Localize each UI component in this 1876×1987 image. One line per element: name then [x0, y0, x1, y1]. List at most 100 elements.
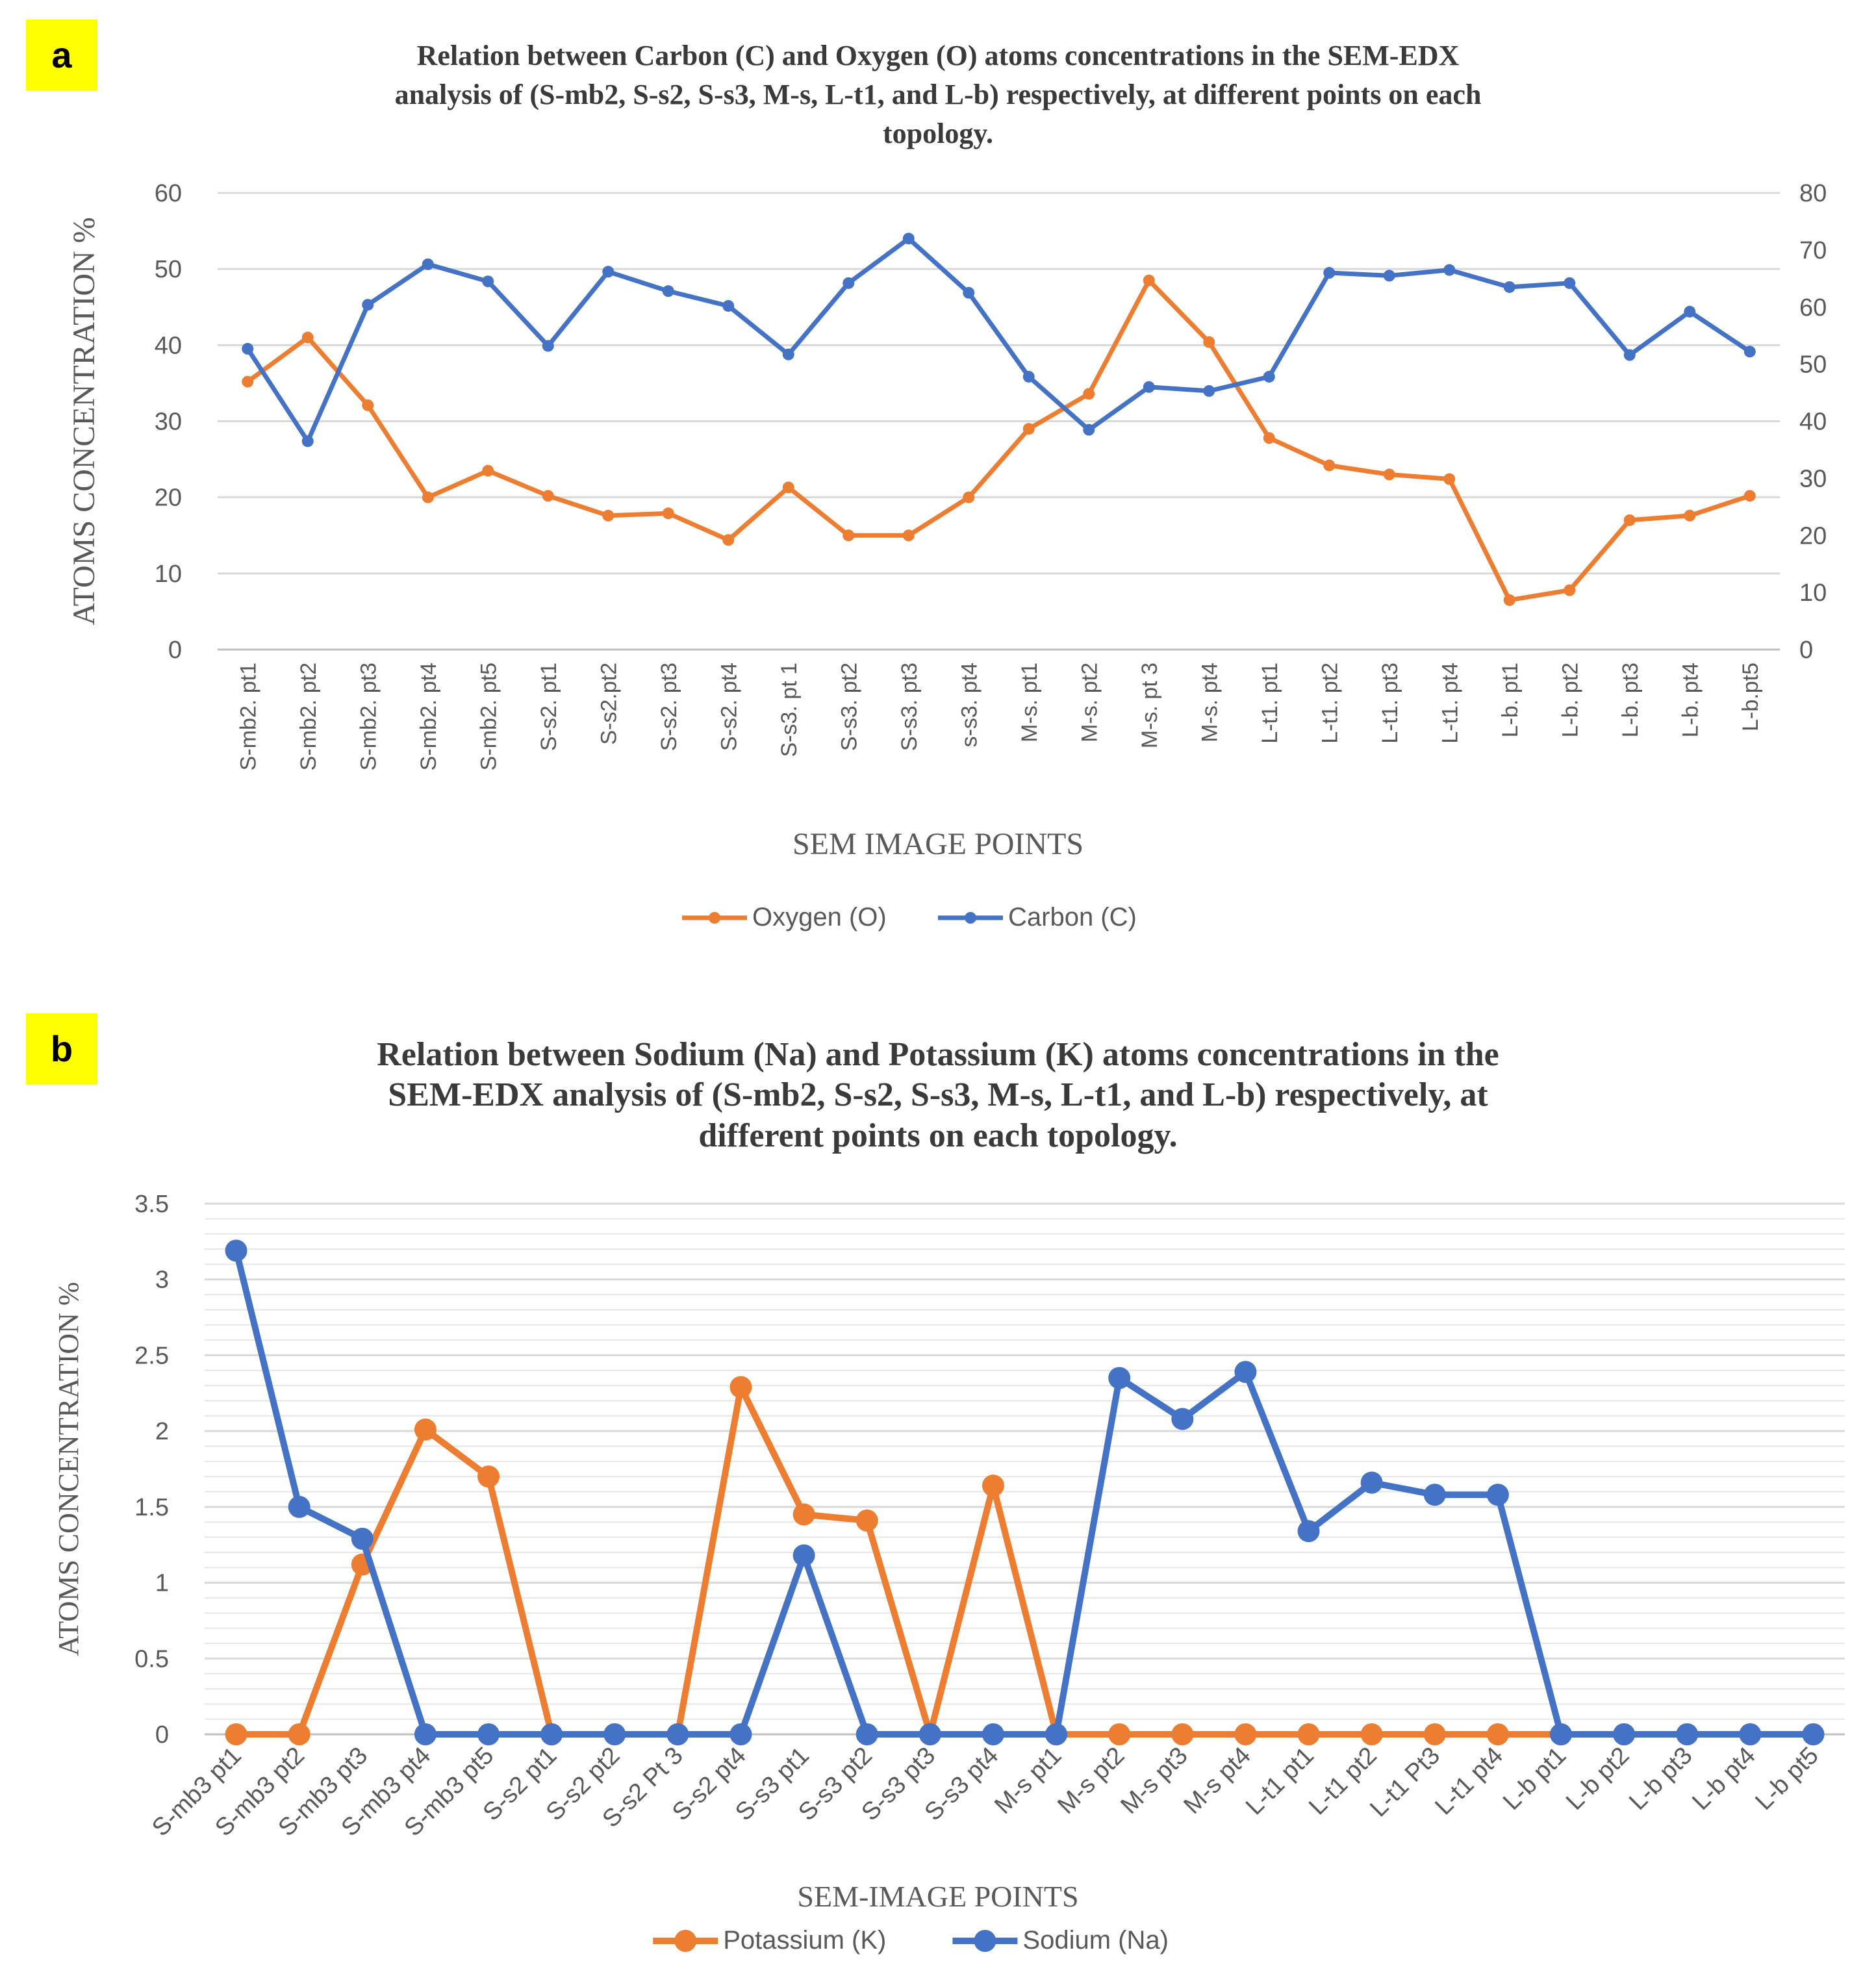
legend-entry: Oxygen (O)	[752, 903, 887, 931]
data-point	[919, 1723, 941, 1745]
data-point	[422, 491, 434, 503]
data-point	[1234, 1361, 1257, 1384]
data-point	[1564, 584, 1576, 596]
data-point	[1383, 270, 1395, 282]
x-tick-label: M-s pt3	[1115, 1742, 1193, 1819]
x-tick-label: s-s3. pt4	[957, 663, 982, 747]
x-tick-label: L-b pt5	[1750, 1742, 1823, 1816]
data-point	[1022, 370, 1035, 383]
y-axis-title: ATOMS CONCENTRATION %	[53, 1282, 84, 1656]
data-point	[729, 1376, 752, 1398]
data-point	[1623, 514, 1636, 526]
data-point	[1143, 274, 1155, 286]
data-point	[422, 258, 434, 270]
data-point	[1171, 1408, 1194, 1430]
data-point	[982, 1723, 1004, 1745]
y-tick-label: 0	[155, 1721, 169, 1749]
data-point	[242, 375, 254, 388]
data-point	[288, 1495, 311, 1518]
x-tick-label: L-b. pt3	[1618, 663, 1643, 737]
x-tick-label: S-mb2. pt4	[416, 663, 441, 770]
x-tick-label: M-s pt4	[1178, 1742, 1256, 1819]
x-tick-label: L-b pt3	[1624, 1742, 1697, 1816]
data-point	[1486, 1484, 1509, 1506]
x-tick-label: M-s. pt 3	[1137, 663, 1162, 748]
data-point	[477, 1465, 500, 1488]
data-point	[902, 529, 915, 542]
y-tick-label: 2.5	[134, 1342, 169, 1369]
series-line-oxygen-o	[246, 278, 1751, 603]
x-tick-label: L-b.pt5	[1738, 663, 1763, 731]
x-tick-label: M-s. pt2	[1077, 663, 1102, 742]
data-point	[666, 1723, 689, 1745]
data-point	[1743, 490, 1756, 502]
legend-entry: Potassium (K)	[723, 1926, 886, 1955]
data-point	[225, 1239, 247, 1262]
series-line-sodium-na	[233, 1250, 1814, 1738]
x-tick-label: L-t1 pt1	[1241, 1742, 1319, 1821]
y-tick-label: 20	[155, 485, 182, 512]
data-point	[1263, 370, 1275, 383]
x-tick-label: S-mb2. pt5	[476, 663, 501, 770]
data-point	[301, 435, 314, 448]
chart-title-line: SEM-EDX analysis of (S-mb2, S-s2, S-s3, …	[388, 1076, 1488, 1113]
data-point	[1423, 1723, 1446, 1745]
x-tick-label: S-s2. pt4	[716, 663, 741, 751]
y2-tick-label: 30	[1799, 465, 1827, 492]
y-axis-title: ATOMS CONCENTRATION %	[67, 217, 101, 625]
data-point	[856, 1723, 878, 1745]
x-tick-label: L-t1. pt4	[1438, 663, 1462, 744]
chart-title-line: topology.	[883, 118, 993, 149]
data-point	[542, 490, 554, 502]
data-point	[602, 266, 615, 278]
data-point	[792, 1544, 815, 1567]
x-tick-label: M-s. pt4	[1197, 663, 1222, 742]
x-tick-label: S-s2. pt1	[537, 663, 561, 751]
x-tick-label: L-b. pt2	[1558, 663, 1582, 737]
data-point	[1297, 1520, 1320, 1543]
x-axis-title: SEM-IMAGE POINTS	[797, 1880, 1078, 1913]
y-tick-label: 0	[168, 637, 182, 664]
data-point	[1549, 1723, 1572, 1745]
y-tick-label: 0.5	[134, 1645, 169, 1673]
x-tick-label: L-t1. pt2	[1317, 663, 1342, 744]
data-point	[482, 464, 494, 477]
data-point	[288, 1723, 311, 1745]
legend-entry: Carbon (C)	[1008, 903, 1137, 931]
chart-a: Relation between Carbon (C) and Oxygen (…	[67, 40, 1827, 931]
x-tick-label: S-s3. pt 1	[777, 663, 802, 757]
data-point	[729, 1723, 752, 1745]
series-line-potassium-k	[236, 1384, 1814, 1738]
data-point	[782, 481, 794, 494]
data-point	[902, 233, 915, 245]
data-point	[963, 491, 975, 503]
x-tick-label: S-s2.pt2	[596, 663, 621, 745]
data-point	[1022, 423, 1035, 435]
data-point	[1486, 1723, 1509, 1745]
data-point	[1423, 1484, 1446, 1506]
data-point	[856, 1509, 878, 1532]
data-point	[1443, 264, 1456, 276]
x-axis-title: SEM IMAGE POINTS	[792, 827, 1084, 861]
legend-swatch-marker	[674, 1930, 697, 1952]
data-point	[542, 340, 554, 352]
data-point	[1108, 1367, 1131, 1389]
data-point	[1443, 473, 1456, 485]
panel-label-a: a	[26, 19, 97, 91]
data-point	[477, 1723, 500, 1745]
x-tick-label: L-b. pt4	[1678, 663, 1703, 737]
y-tick-label: 30	[155, 409, 182, 436]
y2-tick-label: 40	[1799, 409, 1827, 436]
x-tick-label: L-b pt1	[1498, 1742, 1571, 1816]
x-tick-label: L-t1 pt4	[1430, 1742, 1508, 1821]
data-point	[1083, 424, 1095, 436]
x-tick-label: L-b. pt1	[1498, 663, 1523, 737]
legend-swatch-marker	[709, 912, 720, 924]
data-point	[1739, 1723, 1762, 1745]
data-point	[1743, 346, 1756, 358]
data-point	[362, 399, 374, 411]
data-point	[414, 1418, 437, 1441]
data-point	[1360, 1723, 1383, 1745]
chart-title-line: Relation between Carbon (C) and Oxygen (…	[417, 40, 1460, 71]
